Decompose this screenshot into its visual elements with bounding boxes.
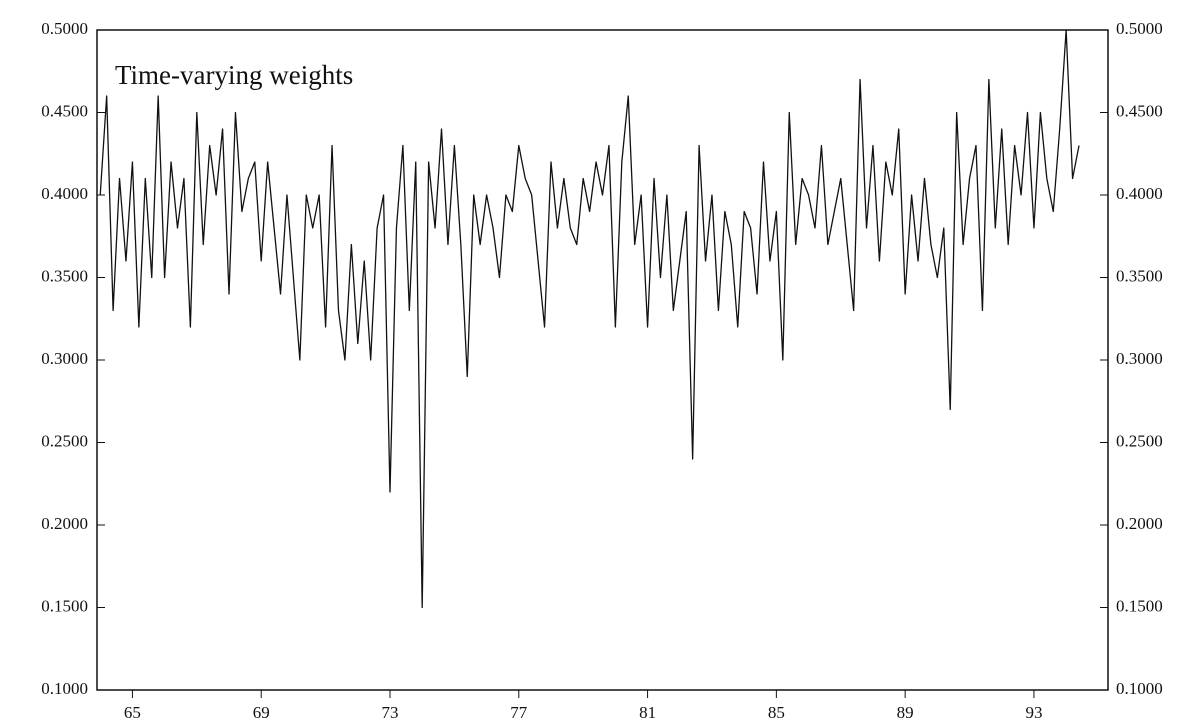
x-tick-label: 81 xyxy=(639,703,656,722)
y-tick-label: 0.4500 xyxy=(41,101,88,120)
y2-tick-label: 0.1000 xyxy=(1116,679,1163,698)
x-tick-label: 73 xyxy=(381,703,398,722)
y-tick-label: 0.1500 xyxy=(41,596,88,615)
y2-tick-label: 0.3500 xyxy=(1116,266,1163,285)
y2-tick-label: 0.3000 xyxy=(1116,349,1163,368)
y-tick-label: 0.1000 xyxy=(41,679,88,698)
x-tick-label: 85 xyxy=(768,703,785,722)
y-tick-label: 0.4000 xyxy=(41,184,88,203)
y2-tick-label: 0.4500 xyxy=(1116,101,1163,120)
x-tick-label: 77 xyxy=(510,703,528,722)
data-line xyxy=(99,29,1080,609)
y-tick-label: 0.3500 xyxy=(41,266,88,285)
y-tick-label: 0.3000 xyxy=(41,349,88,368)
x-tick-label: 93 xyxy=(1025,703,1042,722)
y2-tick-label: 0.4000 xyxy=(1116,184,1163,203)
y2-tick-label: 0.2000 xyxy=(1116,514,1163,533)
y-tick-label: 0.2500 xyxy=(41,431,88,450)
chart-title: Time-varying weights xyxy=(115,60,353,90)
x-tick-label: 65 xyxy=(124,703,141,722)
x-tick-label: 89 xyxy=(897,703,914,722)
y-tick-label: 0.2000 xyxy=(41,514,88,533)
y-tick-label: 0.5000 xyxy=(41,19,88,38)
y2-tick-label: 0.5000 xyxy=(1116,19,1163,38)
y2-tick-label: 0.1500 xyxy=(1116,596,1163,615)
x-tick-label: 69 xyxy=(253,703,270,722)
y2-tick-label: 0.2500 xyxy=(1116,431,1163,450)
